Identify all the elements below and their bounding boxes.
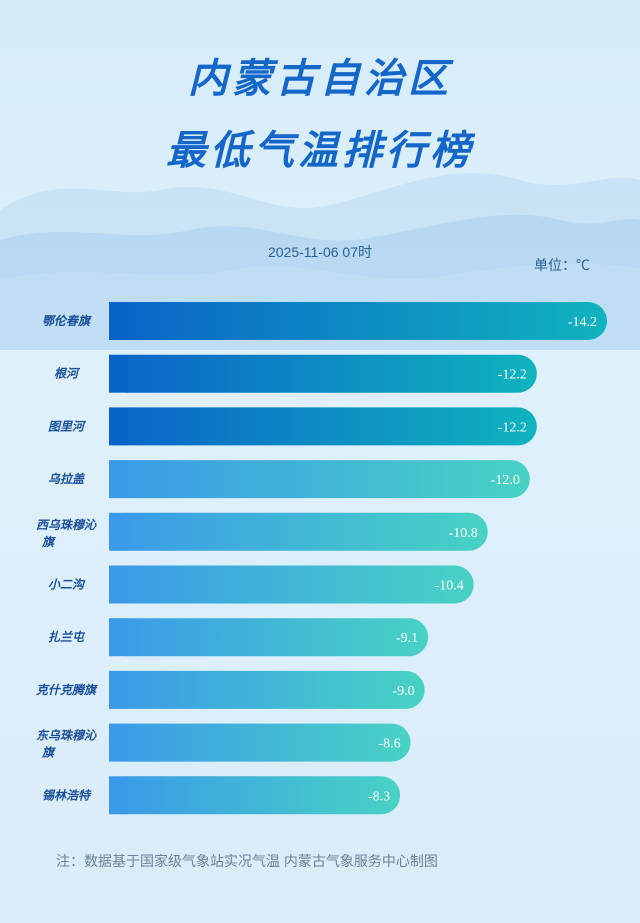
category-label: 锡林浩特 [42,788,92,802]
bar [109,407,537,446]
bar-left-edge [109,565,128,604]
bar [109,460,530,499]
bar [109,670,425,709]
value-label: -9.1 [396,631,418,646]
category-label: 东乌珠穆沁旗 [36,729,97,760]
category-label: 鄂伦春旗 [42,314,92,328]
bar [109,565,474,604]
chart-title-line1: 内蒙古自治区 [188,56,452,102]
bar [109,723,411,762]
bar-left-edge [109,618,128,657]
value-label: -9.0 [392,684,414,699]
value-label: -10.4 [435,579,464,594]
bar-left-edge [109,460,128,499]
category-label: 根河 [54,367,81,381]
value-label: -12.0 [491,473,520,488]
bar-left-edge [109,407,128,446]
value-label: -14.2 [568,315,597,330]
bar [109,618,429,657]
bar [109,302,607,340]
bar [109,354,537,393]
value-label: -12.2 [498,368,527,383]
bar-left-edge [109,670,128,709]
category-label: 扎兰屯 [48,630,86,644]
category-label: 图里河 [48,419,87,433]
value-label: -12.2 [498,420,527,435]
category-label: 西乌珠穆沁旗 [36,518,97,549]
value-label: -8.6 [378,737,400,752]
bar [109,776,401,815]
category-label: 乌拉盖 [48,472,86,486]
bar [109,512,488,551]
chart-title-line2: 最低气温排行榜 [166,128,474,174]
footnote: 注：数据基于国家级气象站实况气温 内蒙古气象服务中心制图 [56,853,438,869]
value-label: -8.3 [368,789,390,804]
unit-label: 单位：℃ [534,257,590,273]
bar-left-edge [109,723,128,762]
bar-left-edge [109,302,128,340]
category-label: 小二沟 [48,578,86,592]
bar-left-edge [109,512,128,551]
timestamp: 2025-11-06 07时 [267,244,373,260]
bar-left-edge [109,354,128,393]
value-label: -10.8 [449,526,478,541]
category-label: 克什克腾旗 [36,683,98,697]
bar-left-edge [109,776,128,815]
bar-chart: -14.2 鄂伦春旗 -12.2 根河 -12.2 图里河 -12.0 乌拉盖 -10.8 西乌珠… [36,302,607,815]
